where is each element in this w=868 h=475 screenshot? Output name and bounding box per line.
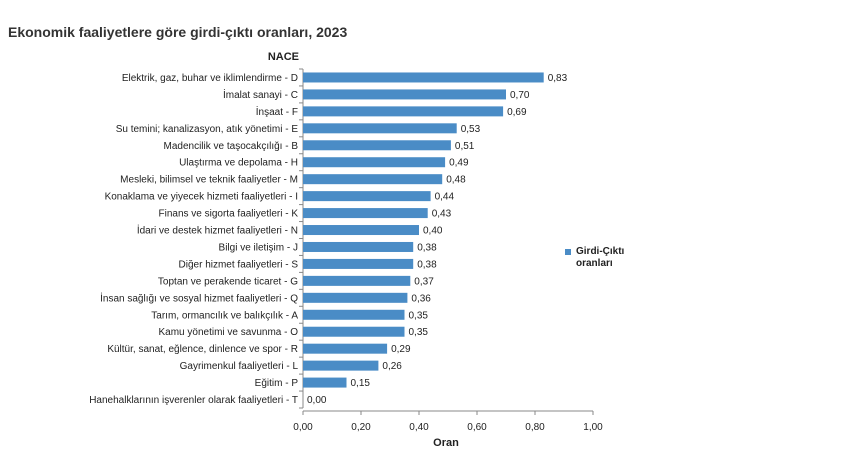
chart-title: Ekonomik faaliyetlere göre girdi-çıktı o…	[8, 24, 348, 40]
y-axis-title: NACE	[268, 51, 299, 63]
category-label: Kamu yönetimi ve savunma - O	[159, 327, 299, 338]
bar	[303, 360, 379, 371]
category-label: Hanehalklarının işverenler olarak faaliy…	[89, 395, 298, 406]
bar	[303, 292, 408, 303]
data-label: 0,44	[435, 192, 455, 203]
x-axis-title: Oran	[433, 437, 459, 449]
data-label: 0,29	[391, 344, 411, 355]
x-tick-label: 0,00	[293, 422, 313, 433]
category-label: Mesleki, bilimsel ve teknik faaliyetler …	[120, 175, 298, 186]
bar	[303, 258, 414, 269]
bar	[303, 89, 506, 100]
data-label: 0,36	[411, 293, 431, 304]
category-label: Konaklama ve yiyecek hizmeti faaliyetler…	[105, 192, 298, 203]
category-label: Bilgi ve iletişim - J	[219, 242, 298, 253]
x-tick-label: 0,20	[351, 422, 371, 433]
bar	[303, 140, 451, 151]
data-label: 0,69	[507, 107, 527, 118]
data-label: 0,40	[423, 226, 443, 237]
data-label: 0,37	[414, 276, 434, 287]
data-label: 0,38	[417, 259, 437, 270]
x-tick-label: 1,00	[583, 422, 603, 433]
bar	[303, 225, 419, 236]
bar	[303, 72, 544, 83]
data-label: 0,35	[409, 327, 429, 338]
bar	[303, 157, 446, 168]
category-label: Ulaştırma ve depolama - H	[179, 158, 298, 169]
bar	[303, 241, 414, 252]
category-label: Tarım, ormancılık ve balıkçılık - A	[151, 310, 298, 321]
bar	[303, 208, 428, 219]
category-label: Finans ve sigorta faaliyetleri - K	[158, 209, 298, 220]
bar	[303, 309, 405, 320]
legend: Girdi-Çıktı oranları	[565, 246, 656, 270]
bar	[303, 174, 443, 185]
data-label: 0,83	[548, 73, 568, 84]
data-label: 0,35	[409, 310, 429, 321]
category-label: Madencilik ve taşocakçılığı - B	[164, 141, 299, 152]
legend-swatch	[565, 249, 571, 255]
data-label: 0,49	[449, 158, 469, 169]
x-tick-label: 0,60	[467, 422, 487, 433]
data-label: 0,51	[455, 141, 475, 152]
data-label: 0,43	[432, 209, 452, 220]
category-label: İdari ve destek hizmet faaliyetleri - N	[137, 224, 298, 237]
category-label: İnsan sağlığı ve sosyal hizmet faaliyetl…	[100, 291, 298, 304]
category-label: Diğer hizmet faaliyetleri - S	[179, 259, 299, 270]
bar	[303, 377, 347, 388]
category-label: Toptan ve perakende ticaret - G	[158, 276, 298, 287]
category-label: Su temini; kanalizasyon, atık yönetimi -…	[116, 124, 299, 135]
x-tick-label: 0,80	[525, 422, 545, 433]
legend-label: Girdi-Çıktı oranları	[576, 246, 625, 269]
data-label: 0,70	[510, 90, 530, 101]
category-label: Kültür, sanat, eğlence, dinlence ve spor…	[107, 344, 298, 355]
bar	[303, 343, 388, 354]
data-label: 0,53	[461, 124, 481, 135]
bar	[303, 123, 457, 134]
bar	[303, 275, 411, 286]
data-label: 0,48	[446, 175, 466, 186]
category-label: İmalat sanayi - C	[223, 88, 298, 101]
category-label: Elektrik, gaz, buhar ve iklimlendirme - …	[122, 73, 298, 84]
data-label: 0,15	[351, 378, 371, 389]
bar	[303, 191, 431, 202]
category-label: İnşaat - F	[256, 105, 298, 118]
data-label: 0,38	[417, 242, 437, 253]
bar	[303, 106, 504, 117]
data-label: 0,26	[382, 361, 402, 372]
category-label: Gayrimenkul faaliyetleri - L	[180, 361, 299, 372]
bar	[303, 326, 405, 337]
data-label: 0,00	[307, 395, 327, 406]
category-label: Eğitim - P	[255, 378, 299, 389]
x-tick-label: 0,40	[409, 422, 429, 433]
